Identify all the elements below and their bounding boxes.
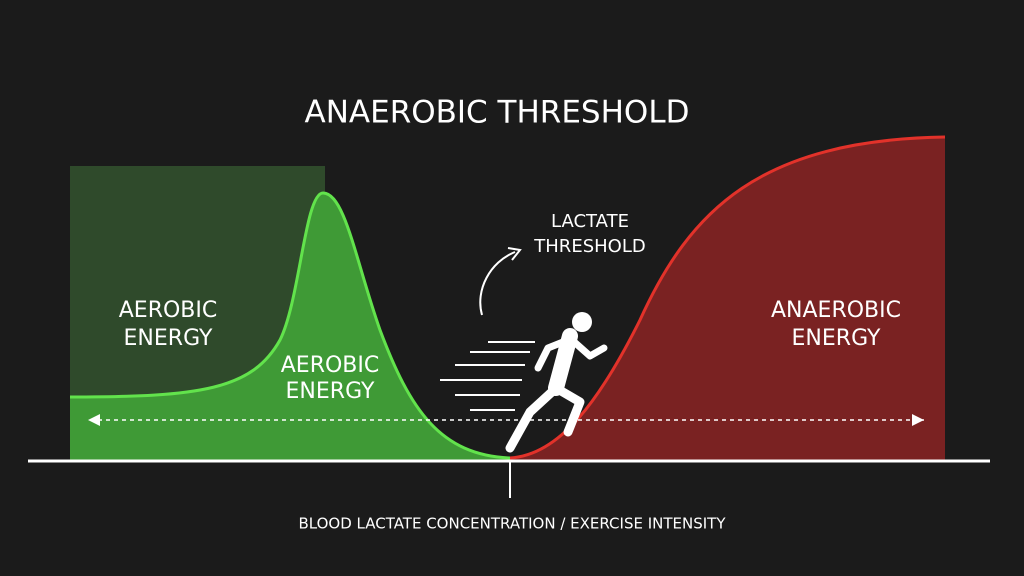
title: ANAEROBIC THRESHOLD <box>305 95 690 131</box>
lactate-threshold-label: LACTATE <box>551 211 629 232</box>
anaerobic-label: ENERGY <box>792 326 881 351</box>
axis-label: BLOOD LACTATE CONCENTRATION / EXERCISE I… <box>298 515 726 533</box>
lactate-threshold-label: THRESHOLD <box>533 236 645 257</box>
aerobic-box-label: ENERGY <box>124 326 213 351</box>
arrow-head <box>507 247 522 261</box>
aerobic-box-label: AEROBIC <box>119 298 218 323</box>
runner <box>505 312 608 453</box>
aerobic-curve <box>69 191 511 460</box>
aerobic-peak-label: ENERGY <box>286 379 375 404</box>
curved-arrow <box>479 251 516 316</box>
anaerobic-area <box>510 137 945 460</box>
anaerobic-label: ANAEROBIC <box>771 298 901 323</box>
anaerobic-curve <box>509 135 946 460</box>
speed-lines <box>440 341 535 411</box>
aerobic-peak-label: AEROBIC <box>281 353 380 378</box>
